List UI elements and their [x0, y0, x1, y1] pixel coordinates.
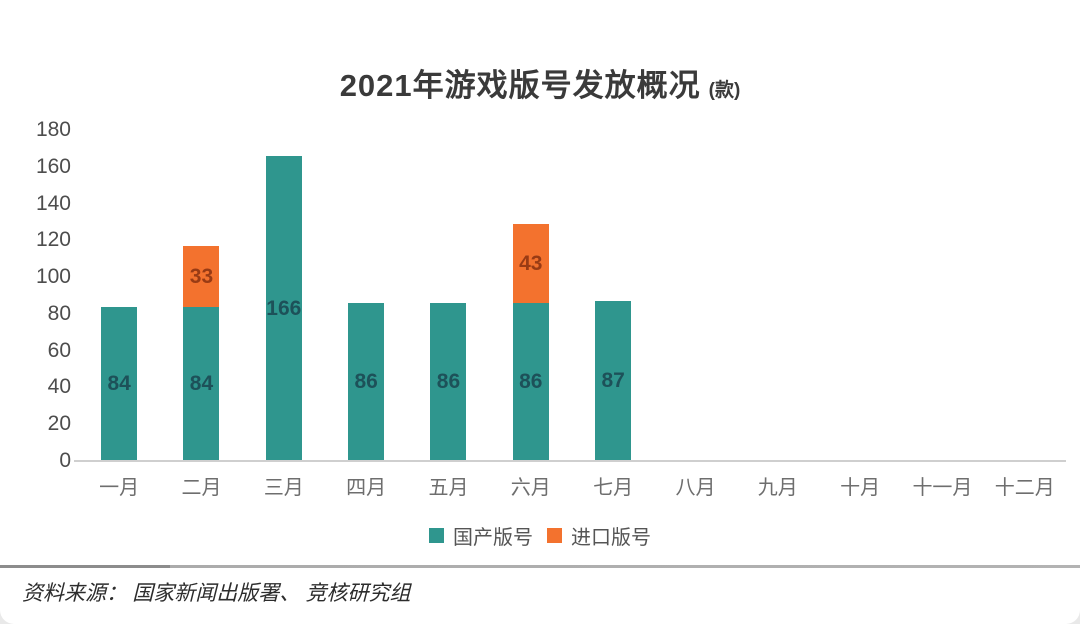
y-axis-tick-label: 0 — [59, 449, 71, 472]
legend-item-imported: 进口版号 — [547, 521, 651, 550]
chart-title-unit: (款) — [708, 80, 741, 101]
x-axis-label: 九月 — [757, 477, 798, 499]
legend-item-domestic: 国产版号 — [429, 521, 533, 550]
stacked-bar: 84 33 — [183, 246, 220, 461]
x-axis-label: 四月 — [346, 477, 387, 499]
bar-column-7: 87 — [572, 130, 654, 461]
imported-swatch-icon — [547, 528, 562, 543]
bar-value-label: 84 — [189, 372, 214, 395]
y-axis-tick-label: 160 — [35, 154, 71, 178]
stacked-bar: 86 — [430, 303, 467, 461]
domestic-swatch-icon — [429, 528, 444, 543]
x-axis-label: 一月 — [99, 477, 140, 499]
bar-value-label: 166 — [266, 296, 302, 320]
footer-divider — [0, 565, 1080, 568]
legend-label-domestic: 国产版号 — [453, 527, 533, 549]
bar-segment-domestic: 86 — [348, 303, 385, 461]
x-axis: 一月 二月 三月 四月 五月 六月 七月 八月 九月 十月 十一月 十二月 — [78, 471, 1066, 500]
stacked-bar: 86 — [348, 303, 385, 461]
bar-column-3: 166 — [243, 130, 325, 461]
bar-segment-domestic: 86 — [430, 303, 467, 461]
legend-label-imported: 进口版号 — [571, 527, 651, 549]
x-axis-label: 十月 — [840, 477, 881, 499]
x-axis-label: 八月 — [675, 477, 716, 499]
chart-title: 2021年游戏版号发放概况 (款) — [0, 60, 1080, 105]
bar-value-label: 86 — [354, 370, 378, 393]
bar-value-label: 87 — [601, 369, 625, 392]
x-axis-label: 六月 — [510, 477, 551, 499]
bar-segment-domestic: 166 — [265, 156, 302, 461]
y-axis-tick-label: 140 — [35, 191, 71, 215]
y-axis-tick-label: 40 — [47, 375, 71, 399]
chart-title-text: 2021年游戏版号发放概况 — [339, 68, 701, 103]
x-axis-label: 十一月 — [912, 477, 973, 499]
x-axis-label: 二月 — [181, 477, 222, 499]
bar-column-11 — [901, 130, 983, 461]
bar-segment-domestic: 86 — [512, 303, 549, 461]
x-axis-label: 十二月 — [994, 477, 1055, 499]
bar-column-1: 84 — [78, 130, 160, 461]
y-axis-tick-label: 180 — [35, 118, 71, 141]
bar-column-9 — [737, 130, 819, 461]
bar-column-12 — [984, 130, 1066, 461]
stacked-bar: 166 — [265, 156, 302, 461]
bar-value-label: 33 — [189, 264, 214, 288]
legend: 国产版号 进口版号 — [0, 521, 1080, 550]
bar-column-8 — [654, 130, 736, 461]
bar-value-label: 86 — [519, 370, 543, 393]
y-axis-tick-label: 80 — [47, 301, 71, 325]
x-axis-label: 三月 — [263, 477, 304, 499]
bar-segment-domestic: 84 — [183, 307, 220, 461]
bar-column-5: 86 — [407, 130, 489, 461]
x-axis-label: 七月 — [593, 477, 634, 499]
y-axis-tick-label: 60 — [47, 338, 71, 362]
stacked-bar: 87 — [595, 301, 632, 461]
plot-area: 84 84 33 166 86 86 86 43 87 — [78, 130, 1066, 461]
bar-value-label: 86 — [436, 370, 461, 393]
bar-column-10 — [819, 130, 901, 461]
bar-column-6: 86 43 — [490, 130, 572, 461]
bar-value-label: 43 — [519, 251, 543, 275]
stacked-bar: 84 — [101, 307, 138, 461]
bar-value-label: 84 — [107, 372, 131, 395]
bar-segment-domestic: 84 — [101, 307, 138, 461]
bar-segment-imported: 33 — [183, 246, 220, 307]
bar-column-2: 84 33 — [160, 130, 242, 461]
bar-segment-domestic: 87 — [595, 301, 632, 461]
x-axis-label: 五月 — [428, 477, 469, 499]
y-axis-tick-label: 20 — [47, 412, 71, 436]
bar-segment-imported: 43 — [512, 224, 549, 303]
y-axis-tick-label: 120 — [35, 228, 71, 252]
source-note: 资料来源： 国家新闻出版署、 竞核研究组 — [22, 581, 411, 605]
x-axis-line — [74, 460, 1066, 462]
bar-column-4: 86 — [325, 130, 407, 461]
y-axis-tick-label: 100 — [35, 265, 71, 289]
stacked-bar: 86 43 — [512, 224, 549, 461]
